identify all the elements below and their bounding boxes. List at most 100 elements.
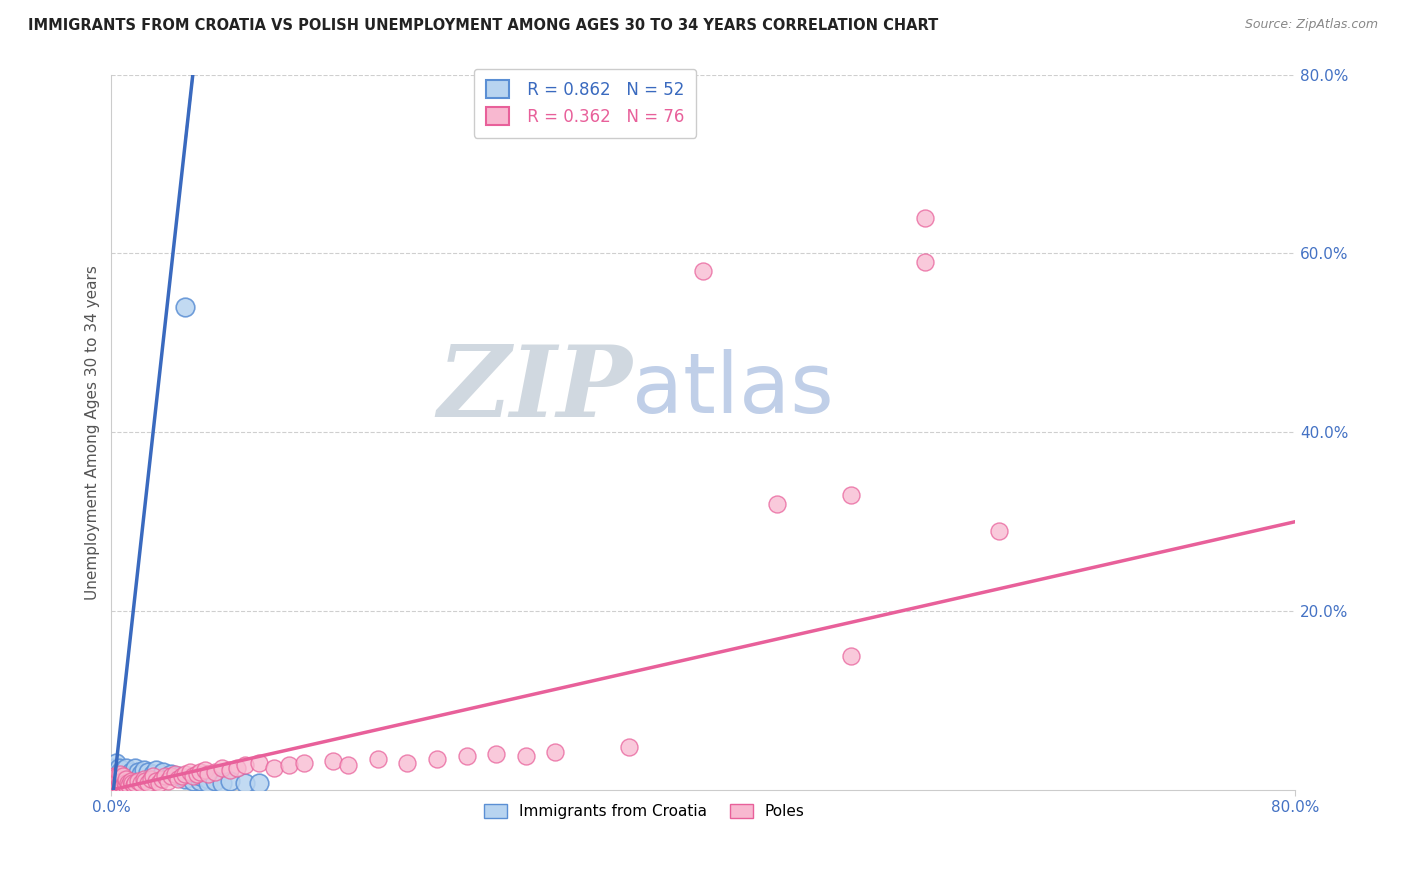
Point xyxy=(122,779,145,793)
Point xyxy=(145,774,167,789)
Point xyxy=(105,776,128,790)
Point xyxy=(118,770,141,784)
Point xyxy=(114,770,136,784)
Point xyxy=(322,754,344,768)
Point xyxy=(108,772,131,787)
Point xyxy=(104,774,127,789)
Point xyxy=(204,764,226,779)
Point xyxy=(103,760,125,774)
Point xyxy=(101,779,124,793)
Point xyxy=(104,776,127,790)
Point xyxy=(218,763,240,777)
Point xyxy=(101,774,124,789)
Point xyxy=(110,764,132,779)
Point xyxy=(115,772,138,787)
Point xyxy=(263,760,285,774)
Point xyxy=(124,760,146,774)
Point xyxy=(233,757,256,772)
Point xyxy=(174,772,197,787)
Point xyxy=(104,772,127,787)
Point xyxy=(692,264,714,278)
Point xyxy=(111,774,134,789)
Text: atlas: atlas xyxy=(633,349,834,430)
Point xyxy=(152,764,174,779)
Point xyxy=(101,770,124,784)
Point xyxy=(110,774,132,789)
Point xyxy=(249,776,271,790)
Text: IMMIGRANTS FROM CROATIA VS POLISH UNEMPLOYMENT AMONG AGES 30 TO 34 YEARS CORRELA: IMMIGRANTS FROM CROATIA VS POLISH UNEMPL… xyxy=(28,18,938,33)
Point xyxy=(120,764,142,779)
Point xyxy=(181,770,204,784)
Point xyxy=(841,648,863,663)
Point xyxy=(159,767,181,781)
Point xyxy=(186,767,208,781)
Point xyxy=(115,779,138,793)
Point xyxy=(117,776,139,790)
Point xyxy=(337,757,360,772)
Point xyxy=(129,776,152,790)
Point xyxy=(134,774,156,789)
Point xyxy=(127,764,149,779)
Point xyxy=(150,772,173,787)
Point xyxy=(132,763,155,777)
Point xyxy=(485,747,508,761)
Point xyxy=(841,488,863,502)
Point xyxy=(112,779,135,793)
Point xyxy=(124,776,146,790)
Point xyxy=(138,764,160,779)
Point xyxy=(211,776,233,790)
Point xyxy=(105,764,128,779)
Point xyxy=(426,751,449,765)
Point xyxy=(103,776,125,790)
Point xyxy=(108,779,131,793)
Point xyxy=(914,211,936,225)
Point xyxy=(141,772,163,787)
Point xyxy=(167,772,190,787)
Point xyxy=(148,776,170,790)
Y-axis label: Unemployment Among Ages 30 to 34 years: Unemployment Among Ages 30 to 34 years xyxy=(86,265,100,599)
Point xyxy=(515,748,537,763)
Text: ZIP: ZIP xyxy=(437,341,633,438)
Point xyxy=(188,774,211,789)
Point xyxy=(103,779,125,793)
Point xyxy=(101,779,124,793)
Legend: Immigrants from Croatia, Poles: Immigrants from Croatia, Poles xyxy=(478,797,811,825)
Point xyxy=(197,767,219,781)
Point xyxy=(766,497,789,511)
Point xyxy=(367,751,389,765)
Text: Source: ZipAtlas.com: Source: ZipAtlas.com xyxy=(1244,18,1378,31)
Point xyxy=(101,779,124,793)
Point xyxy=(103,770,125,784)
Point xyxy=(103,770,125,784)
Point xyxy=(619,739,641,754)
Point xyxy=(103,774,125,789)
Point xyxy=(101,779,124,793)
Point xyxy=(105,774,128,789)
Point xyxy=(142,767,165,781)
Point xyxy=(179,764,201,779)
Point xyxy=(112,770,135,784)
Point xyxy=(114,776,136,790)
Point xyxy=(110,776,132,790)
Point xyxy=(218,774,240,789)
Point xyxy=(104,776,127,790)
Point xyxy=(165,767,187,781)
Point xyxy=(127,774,149,789)
Point xyxy=(249,756,271,770)
Point xyxy=(120,774,142,789)
Point xyxy=(226,760,249,774)
Point xyxy=(188,770,211,784)
Point xyxy=(104,756,127,770)
Point xyxy=(108,760,131,774)
Point xyxy=(278,757,301,772)
Point xyxy=(101,776,124,790)
Point xyxy=(188,764,211,779)
Point xyxy=(121,776,143,790)
Point xyxy=(233,776,256,790)
Point xyxy=(108,772,131,787)
Point xyxy=(174,767,197,781)
Point xyxy=(145,763,167,777)
Point xyxy=(118,779,141,793)
Point xyxy=(112,772,135,787)
Point xyxy=(104,770,127,784)
